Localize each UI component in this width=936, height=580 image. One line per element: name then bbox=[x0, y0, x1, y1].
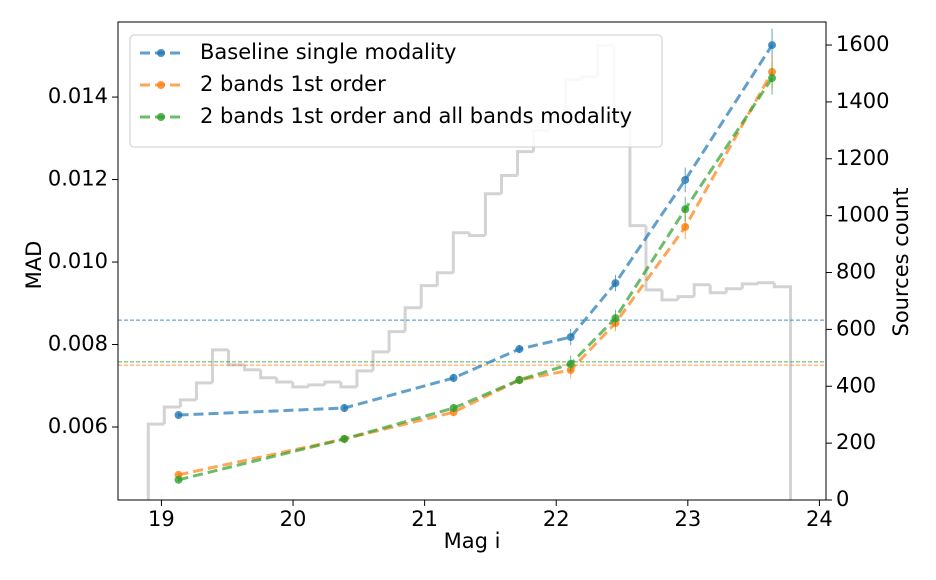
y2-tick-label: 600 bbox=[836, 316, 876, 340]
histogram-step bbox=[323, 380, 341, 385]
histogram-step bbox=[724, 287, 743, 293]
y-tick-label: 0.010 bbox=[48, 249, 108, 273]
data-point bbox=[681, 205, 690, 214]
histogram-step bbox=[291, 381, 309, 389]
x-tick-label: 21 bbox=[411, 507, 438, 531]
histogram-step bbox=[355, 369, 374, 387]
y2-tick-label: 400 bbox=[836, 373, 876, 397]
y2-tick-label: 0 bbox=[836, 487, 849, 511]
data-point bbox=[340, 434, 349, 443]
x-axis-label: Mag i bbox=[444, 529, 501, 553]
y2-axis-label: Sources count bbox=[889, 188, 913, 337]
histogram-step bbox=[740, 282, 759, 289]
y2-tick-label: 1200 bbox=[836, 146, 889, 170]
y2-tick-label: 1000 bbox=[836, 203, 889, 227]
data-point bbox=[611, 314, 620, 323]
y-tick-label: 0.012 bbox=[48, 167, 108, 191]
histogram-step bbox=[516, 150, 534, 176]
legend-label: 2 bands 1st order and all bands modality bbox=[200, 104, 632, 128]
data-point bbox=[515, 345, 524, 354]
histogram-step bbox=[243, 364, 261, 372]
data-point bbox=[449, 404, 458, 413]
histogram-step bbox=[660, 289, 679, 302]
histogram-step bbox=[451, 231, 470, 273]
data-point bbox=[174, 475, 183, 484]
histogram-step bbox=[708, 284, 727, 295]
histogram-step bbox=[339, 381, 357, 389]
x-tick-label: 22 bbox=[543, 507, 570, 531]
data-point bbox=[681, 222, 690, 231]
histogram-step bbox=[628, 124, 646, 228]
histogram-step bbox=[178, 398, 197, 408]
legend: Baseline single modality 2 bands 1st orde… bbox=[129, 34, 663, 148]
data-point bbox=[566, 359, 575, 368]
legend-label: 2 bands 1st order bbox=[200, 72, 386, 96]
histogram-step bbox=[419, 284, 438, 308]
y2-tick-label: 800 bbox=[836, 260, 876, 284]
data-point bbox=[449, 373, 458, 382]
histogram-step bbox=[467, 232, 486, 238]
histogram-step bbox=[644, 225, 663, 292]
histogram-step bbox=[756, 281, 775, 285]
y-tick-label: 0.006 bbox=[48, 414, 108, 438]
data-point bbox=[611, 279, 620, 288]
series-line bbox=[178, 77, 774, 482]
y2-tick-label: 1600 bbox=[836, 32, 889, 56]
histogram-step bbox=[227, 349, 245, 367]
histogram-step bbox=[371, 350, 390, 371]
histogram-step bbox=[499, 174, 518, 194]
histogram-step bbox=[403, 306, 422, 332]
histogram-step bbox=[676, 295, 695, 300]
histogram-step bbox=[772, 282, 792, 500]
data-point bbox=[515, 375, 524, 384]
histogram-step bbox=[146, 422, 165, 500]
histogram-step bbox=[194, 381, 213, 400]
y-axis-label: MAD bbox=[22, 241, 46, 290]
y2-tick-label: 200 bbox=[836, 430, 876, 454]
histogram-step bbox=[435, 271, 454, 286]
histogram-step bbox=[483, 192, 502, 236]
legend-marker bbox=[157, 113, 165, 121]
plot-frame bbox=[117, 21, 827, 501]
x-tick-label: 19 bbox=[148, 507, 175, 531]
data-point bbox=[174, 411, 183, 420]
x-tick-label: 24 bbox=[806, 507, 833, 531]
y-tick-label: 0.008 bbox=[48, 332, 108, 356]
data-point bbox=[566, 333, 575, 342]
legend-label: Baseline single modality bbox=[200, 40, 456, 64]
x-tick-label: 20 bbox=[280, 507, 307, 531]
legend-marker bbox=[157, 49, 165, 57]
series-line bbox=[178, 44, 774, 417]
data-point bbox=[681, 175, 690, 184]
histogram-step bbox=[692, 283, 711, 297]
histogram-step bbox=[162, 405, 181, 425]
legend-marker bbox=[157, 81, 165, 89]
histogram-step bbox=[307, 383, 325, 387]
histogram-step bbox=[259, 369, 277, 380]
legend-box bbox=[129, 34, 663, 148]
data-point bbox=[768, 74, 777, 83]
y-tick-label: 0.014 bbox=[48, 84, 108, 108]
histogram-step bbox=[210, 348, 229, 383]
x-tick-label: 23 bbox=[674, 507, 701, 531]
y2-tick-label: 1400 bbox=[836, 89, 889, 113]
histogram-step bbox=[275, 377, 293, 384]
data-point bbox=[340, 404, 349, 413]
histogram-step bbox=[387, 330, 406, 352]
data-point bbox=[768, 41, 777, 50]
